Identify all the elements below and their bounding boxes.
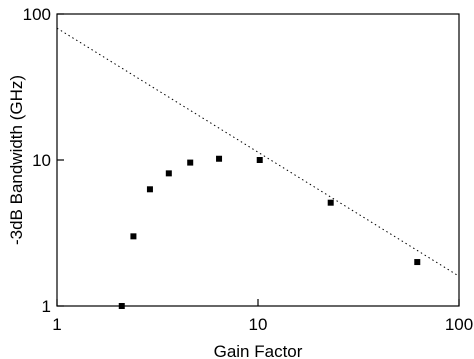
x-tick-label: 1 — [52, 315, 61, 334]
y-tick-label: 1 — [42, 297, 51, 316]
x-tick-label: 10 — [249, 315, 268, 334]
data-point — [146, 186, 153, 193]
data-point — [165, 170, 172, 177]
data-point — [256, 157, 263, 163]
data-point — [130, 233, 137, 240]
data-point — [118, 303, 125, 309]
fit-line — [56, 27, 460, 277]
y-tick-label: 100 — [23, 5, 51, 24]
data-point — [216, 155, 223, 162]
data-point — [187, 159, 194, 166]
data-point — [414, 259, 421, 266]
y-axis-label: -3dB Bandwidth (GHz) — [7, 75, 26, 245]
y-tick-label: 10 — [32, 151, 51, 170]
data-point — [327, 199, 334, 206]
x-axis-label: Gain Factor — [214, 342, 303, 359]
x-tick-label: 100 — [445, 315, 473, 334]
